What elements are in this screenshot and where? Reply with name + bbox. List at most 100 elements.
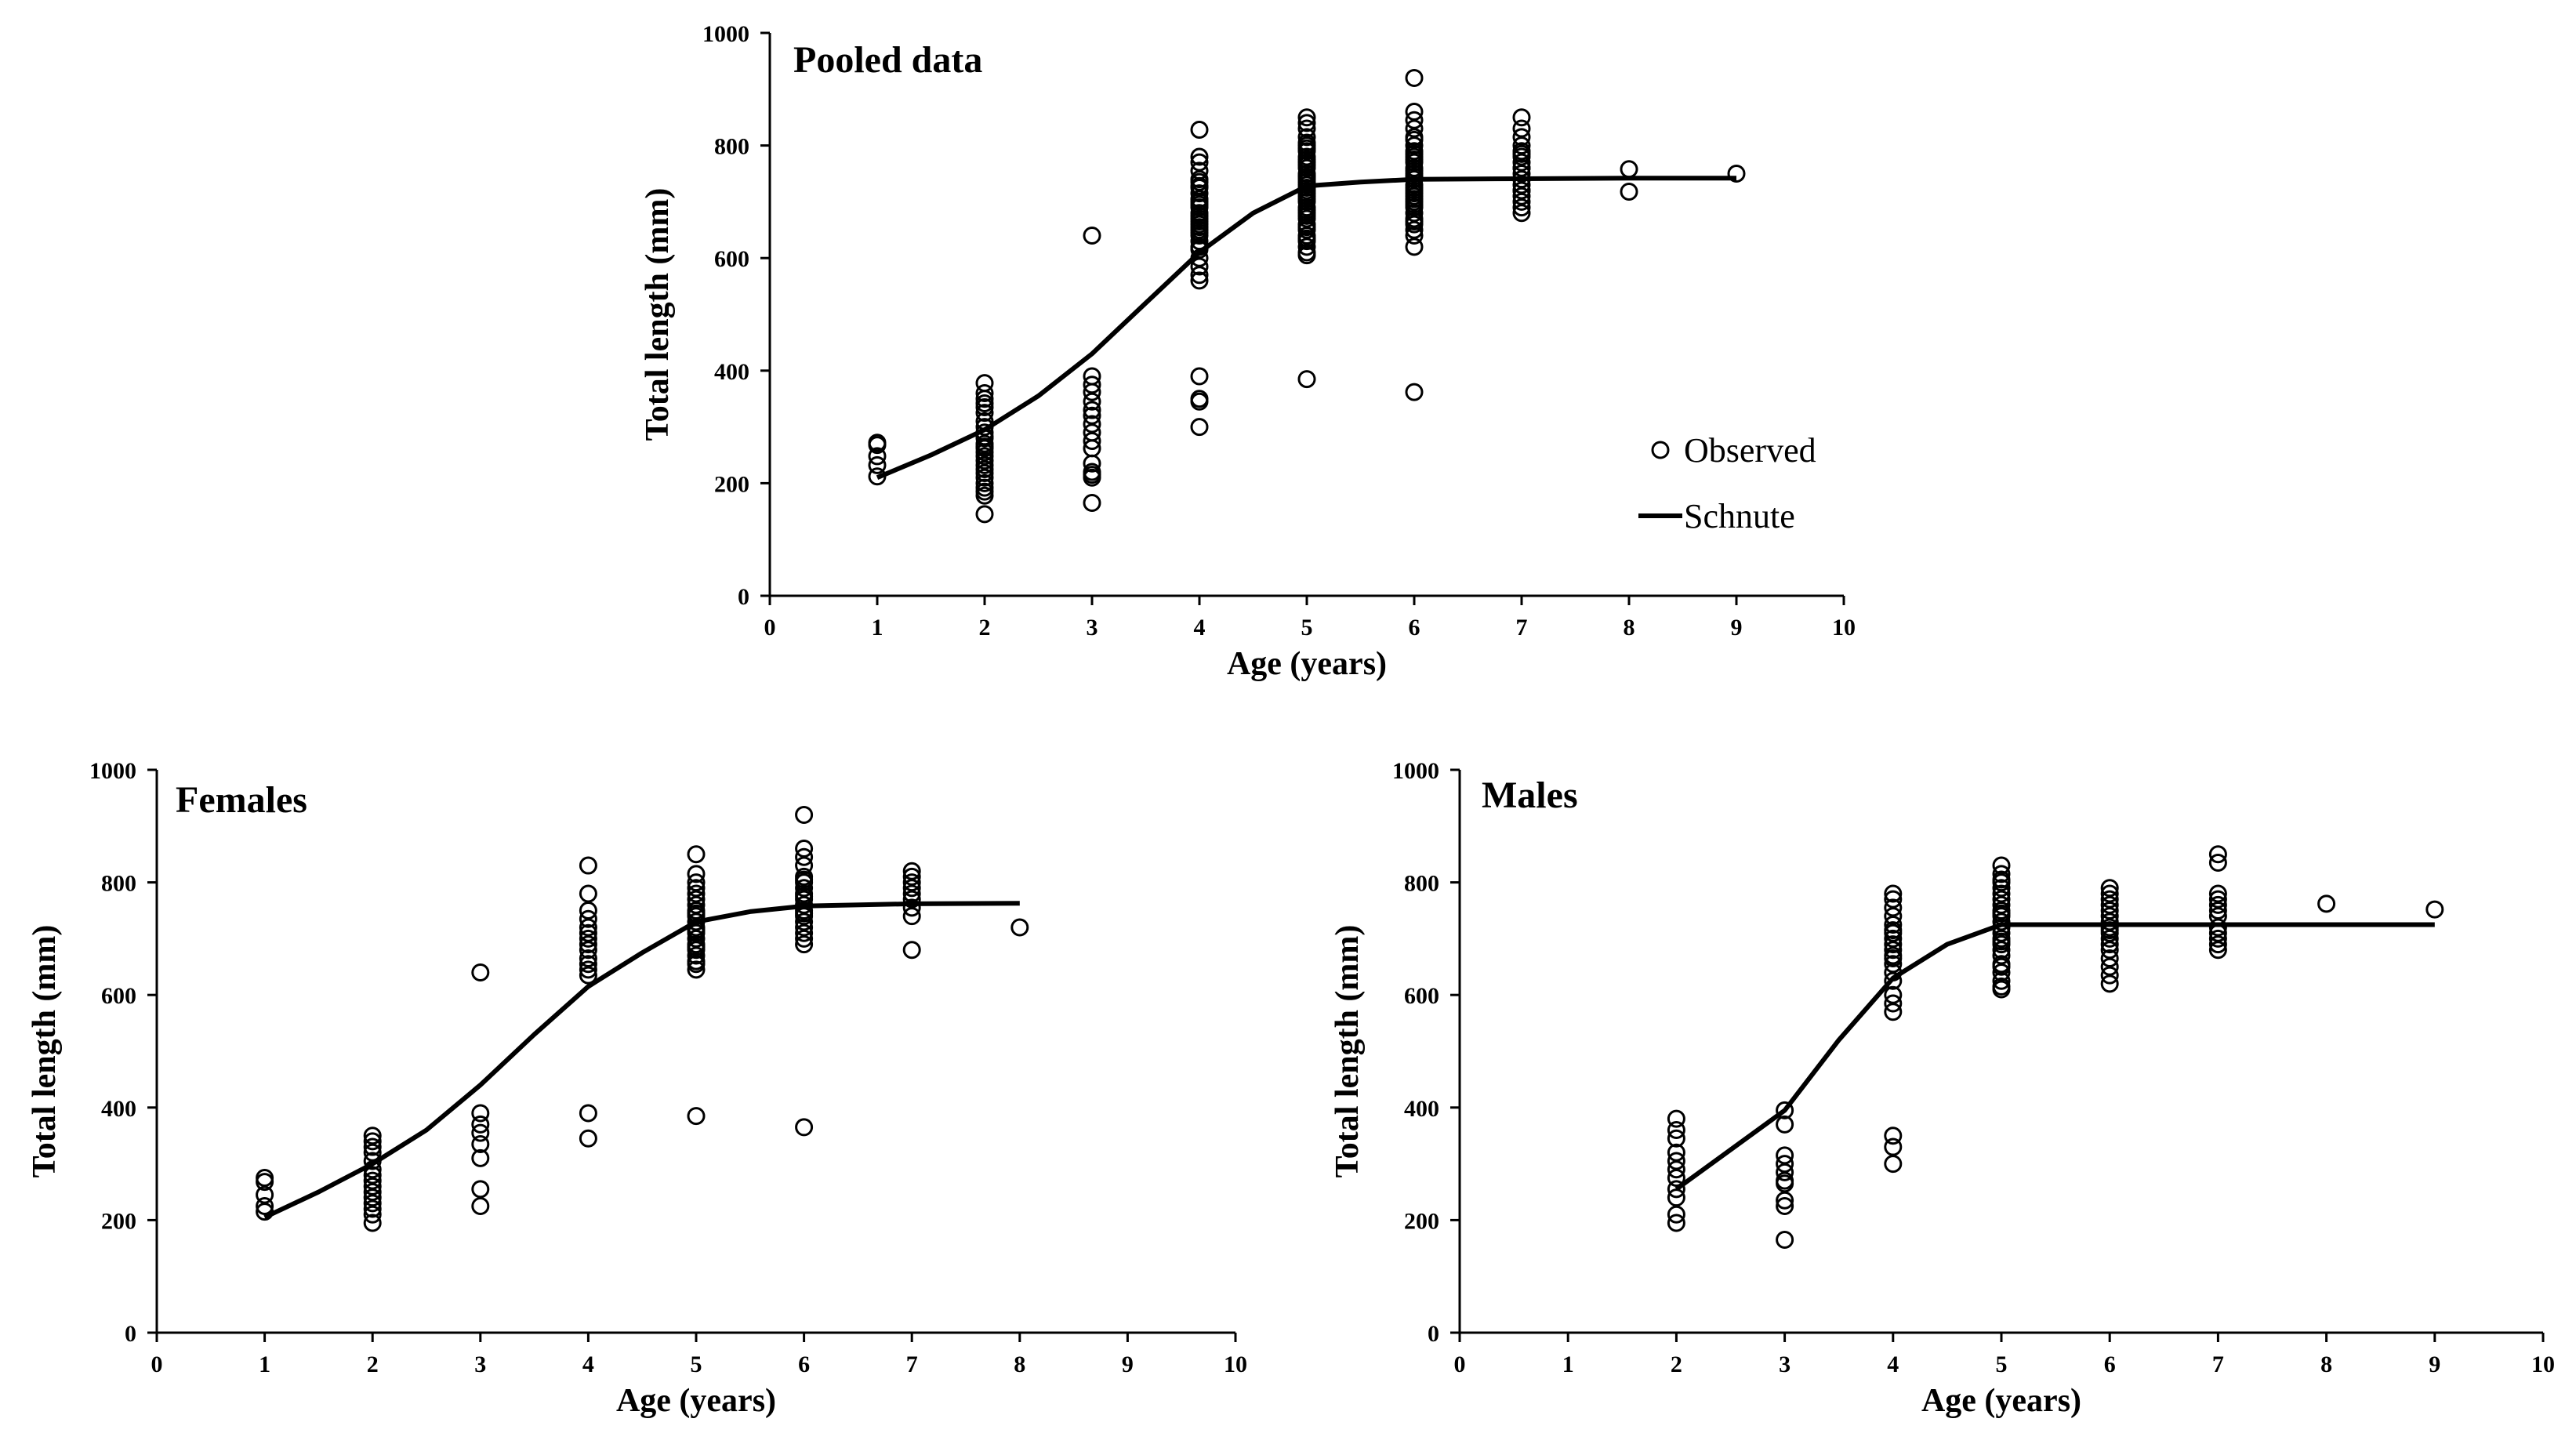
observed-point [471,1180,490,1199]
y-axis-title: Total length (mm) [1330,925,1366,1178]
observed-point [1190,178,1209,197]
observed-point [2100,884,2119,903]
y-tick-label: 200 [1404,1208,1439,1234]
observed-point [1297,156,1316,175]
x-tick-label: 4 [1887,1351,1899,1377]
observed-point [1512,181,1531,200]
observed-point [687,895,706,914]
panel-pooled-data: 0 1 2 3 4 5 6 7 8 9 10 0 200 400 600 800 1000 Age (years)… [640,21,1856,682]
observed-point [1512,128,1531,147]
observed-point [1405,103,1424,122]
observed-point [363,1205,382,1224]
x-tick-label: 6 [798,1351,810,1377]
legend-observed-label: Observed [1684,431,1816,470]
observed-point [795,912,814,931]
x-tick-label: 2 [367,1351,379,1377]
observed-point [1405,383,1424,401]
observed-point [1776,1174,1794,1193]
observed-point [795,929,814,948]
observed-point [1992,904,2011,923]
observed-point [975,390,994,408]
observed-point [975,486,994,505]
observed-point [1667,1152,1685,1170]
x-axis-title: Age (years) [1921,1383,2081,1419]
x-tick-label: 1 [259,1351,270,1377]
observed-point [579,955,597,974]
observed-point [1992,890,2011,909]
observed-point [1992,977,2011,996]
observed-point [579,1104,597,1123]
x-tick-label: 4 [1194,615,1206,640]
x-tick-label: 5 [1996,1351,2008,1377]
observed-point [868,455,887,474]
y-tick-label: 600 [101,983,136,1009]
observed-point [1512,192,1531,211]
observed-point [1297,229,1316,248]
observed-point [902,867,921,886]
observed-point [1776,1196,1794,1215]
observed-point [471,1148,490,1167]
y-tick-label: 400 [714,359,749,385]
observed-point [1667,1143,1685,1162]
observed-point [1667,1188,1685,1207]
y-tick-label: 1000 [89,758,136,784]
observed-point [1884,941,1903,960]
observed-point [1190,153,1209,172]
x-tick-label: 10 [2531,1351,2555,1377]
observed-point [795,935,814,954]
x-tick-label: 7 [2212,1351,2224,1377]
observed-point [579,941,597,960]
x-tick-label: 1 [1562,1351,1574,1377]
x-tick-label: 6 [2104,1351,2116,1377]
y-tick-label: 0 [125,1321,136,1347]
observed-point [2317,894,2336,913]
observed-point [1884,921,1903,940]
observed-point [1512,108,1531,127]
x-tick-label: 8 [1014,1351,1025,1377]
observed-point [687,879,706,898]
schnute-fit-line [1674,922,2435,1192]
observed-point [1992,963,2011,981]
x-tick-label: 9 [1731,615,1743,640]
observed-point [902,873,921,892]
x-tick-label: 7 [906,1351,918,1377]
observed-point [1190,271,1209,290]
observed-point [363,1199,382,1218]
observed-point [1776,1191,1794,1210]
observed-point [1512,153,1531,172]
observed-point [1405,195,1424,214]
x-tick-label: 4 [582,1351,594,1377]
observed-point [1405,204,1424,223]
x-tick-label: 5 [691,1351,702,1377]
observed-point [579,918,597,937]
observed-point [1884,1155,1903,1174]
observed-point [1667,1160,1685,1179]
schnute-fit-line [263,901,1020,1220]
observed-point [1190,206,1209,225]
observed-point [1297,119,1316,138]
observed-point [1667,1121,1685,1140]
legend-observed-marker [1651,441,1670,459]
observed-point [1190,147,1209,166]
observed-point [1190,184,1209,203]
observed-point [579,856,597,875]
observed-point [1297,172,1316,191]
observed-point [795,918,814,937]
observed-point [1667,1214,1685,1232]
observed-point [363,1214,382,1232]
observed-point [2100,912,2119,931]
observed-point [1512,158,1531,177]
observed-point [1992,879,2011,898]
observed-point [1190,190,1209,209]
observed-point [1190,212,1209,231]
observed-point [902,890,921,909]
observed-point [795,870,814,889]
observed-point [1297,206,1316,225]
observed-point [1297,108,1316,127]
observed-point [1190,172,1209,191]
observed-point [471,1134,490,1153]
observed-point [902,898,921,917]
x-axis-title: Age (years) [616,1383,776,1419]
observed-point [902,941,921,960]
observed-point [1405,144,1424,163]
